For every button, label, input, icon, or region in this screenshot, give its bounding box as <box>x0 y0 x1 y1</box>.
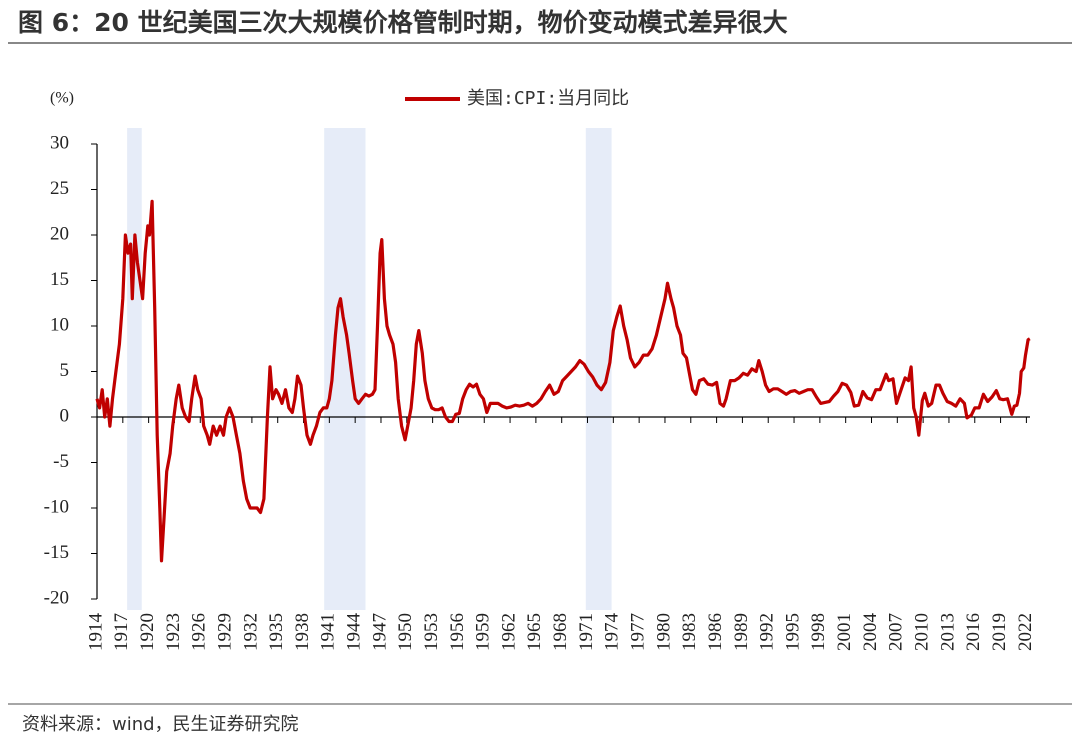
shaded-period <box>324 128 366 610</box>
x-tick-label: 1926 <box>189 613 210 651</box>
x-tick-label: 1956 <box>447 613 468 651</box>
x-tick-label: 1917 <box>111 613 132 651</box>
y-tick-label: 15 <box>50 269 69 290</box>
y-tick-label: -10 <box>44 496 69 517</box>
x-tick-label: 2010 <box>911 613 932 651</box>
shaded-period <box>127 128 142 610</box>
x-tick-label: 1950 <box>395 613 416 651</box>
y-tick-label: 20 <box>50 223 69 244</box>
y-tick-label: -20 <box>44 587 69 608</box>
y-tick-label: -15 <box>44 542 69 563</box>
x-tick-label: 2019 <box>989 613 1010 651</box>
x-tick-label: 1944 <box>344 613 365 652</box>
x-tick-label: 2022 <box>1015 613 1036 651</box>
x-tick-label: 2004 <box>860 613 881 652</box>
legend-label: 美国:CPI:当月同比 <box>467 88 629 109</box>
x-tick-label: 1992 <box>757 613 778 651</box>
x-tick-label: 1983 <box>679 613 700 651</box>
x-tick-label: 1935 <box>266 613 287 651</box>
x-tick-label: 1932 <box>240 613 261 651</box>
y-tick-label: 25 <box>50 178 69 199</box>
x-tick-label: 1914 <box>85 613 106 652</box>
x-tick-label: 1929 <box>214 613 235 651</box>
source: 资料来源：wind，民生证券研究院 <box>22 714 299 735</box>
x-tick-label: 1947 <box>369 613 390 651</box>
x-tick-label: 1980 <box>653 613 674 651</box>
x-tick-label: 1938 <box>292 613 313 651</box>
x-tick-label: 2007 <box>886 613 907 651</box>
x-tick-label: 1920 <box>137 613 158 651</box>
y-tick-label: 5 <box>60 360 70 381</box>
x-tick-label: 1923 <box>163 613 184 651</box>
x-tick-label: 1989 <box>731 613 752 651</box>
x-tick-label: 1953 <box>421 613 442 651</box>
x-tick-label: 1968 <box>550 613 571 651</box>
y-unit: (%) <box>50 90 74 107</box>
y-tick-label: -5 <box>53 451 69 472</box>
x-tick-label: 1971 <box>576 613 597 651</box>
x-tick-label: 1965 <box>524 613 545 651</box>
x-tick-label: 2013 <box>937 613 958 651</box>
x-tick-label: 2016 <box>963 613 984 651</box>
x-tick-label: 1977 <box>628 613 649 651</box>
y-tick-label: 30 <box>50 132 69 153</box>
y-tick-label: 10 <box>50 314 69 335</box>
series-line <box>95 199 1031 563</box>
x-tick-label: 1962 <box>498 613 519 651</box>
x-tick-label: 2001 <box>834 613 855 651</box>
x-tick-label: 1941 <box>318 613 339 651</box>
x-tick-label: 1995 <box>782 613 803 651</box>
y-tick-label: 0 <box>60 405 70 426</box>
x-tick-label: 1986 <box>705 613 726 651</box>
chart-title: 图 6：20 世纪美国三次大规模价格管制时期，物价变动模式差异很大 <box>18 8 788 37</box>
x-tick-label: 1974 <box>602 613 623 652</box>
x-tick-label: 1959 <box>473 613 494 651</box>
x-tick-label: 1998 <box>808 613 829 651</box>
